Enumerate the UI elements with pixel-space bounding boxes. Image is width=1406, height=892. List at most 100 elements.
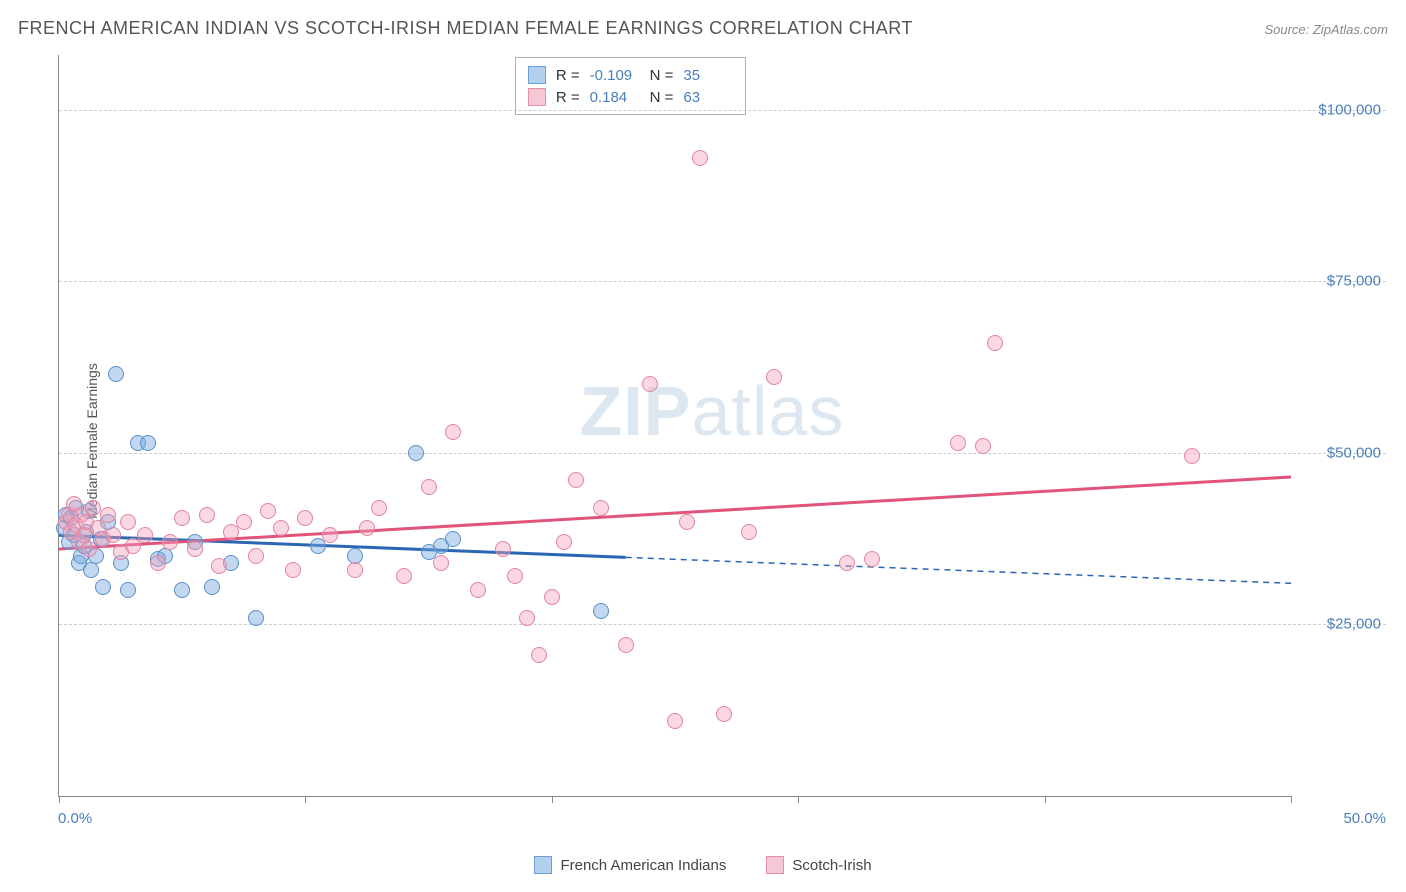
- data-point: [105, 527, 121, 543]
- data-point: [568, 472, 584, 488]
- data-point: [199, 507, 215, 523]
- data-point: [248, 610, 264, 626]
- data-point: [950, 435, 966, 451]
- data-point: [408, 445, 424, 461]
- data-point: [433, 555, 449, 571]
- data-point: [975, 438, 991, 454]
- data-point: [359, 520, 375, 536]
- data-point: [108, 366, 124, 382]
- y-tick-label: $75,000: [1296, 273, 1381, 290]
- data-point: [987, 335, 1003, 351]
- legend-label-2: Scotch-Irish: [792, 857, 871, 874]
- data-point: [716, 706, 732, 722]
- source-name: ZipAtlas.com: [1313, 22, 1388, 37]
- data-point: [120, 582, 136, 598]
- r-label: R =: [556, 67, 580, 84]
- trendline-dashed: [626, 557, 1291, 583]
- data-point: [864, 551, 880, 567]
- data-point: [204, 579, 220, 595]
- legend: French American Indians Scotch-Irish: [0, 856, 1406, 874]
- gridline-h: [59, 110, 1386, 111]
- legend-swatch-1: [534, 856, 552, 874]
- data-point: [273, 520, 289, 536]
- data-point: [556, 534, 572, 550]
- data-point: [236, 514, 252, 530]
- data-point: [260, 503, 276, 519]
- data-point: [285, 562, 301, 578]
- data-point: [445, 424, 461, 440]
- data-point: [322, 527, 338, 543]
- data-point: [83, 562, 99, 578]
- data-point: [421, 479, 437, 495]
- data-point: [692, 150, 708, 166]
- data-point: [470, 582, 486, 598]
- data-point: [174, 582, 190, 598]
- data-point: [396, 568, 412, 584]
- y-tick-label: $100,000: [1296, 101, 1381, 118]
- series-1-n-value: 35: [683, 67, 733, 84]
- watermark-bold: ZIP: [580, 372, 692, 450]
- data-point: [211, 558, 227, 574]
- plot-wrap: Median Female Earnings ZIPatlas R = -0.1…: [50, 55, 1386, 827]
- chart-header: FRENCH AMERICAN INDIAN VS SCOTCH-IRISH M…: [18, 18, 1388, 39]
- stats-row-series-2: R = 0.184 N = 63: [528, 86, 734, 108]
- data-point: [519, 610, 535, 626]
- data-point: [741, 524, 757, 540]
- n-label: N =: [650, 89, 674, 106]
- gridline-h: [59, 281, 1386, 282]
- y-tick-label: $50,000: [1296, 444, 1381, 461]
- data-point: [507, 568, 523, 584]
- data-point: [140, 435, 156, 451]
- data-point: [495, 541, 511, 557]
- data-point: [679, 514, 695, 530]
- data-point: [347, 562, 363, 578]
- data-point: [618, 637, 634, 653]
- data-point: [371, 500, 387, 516]
- data-point: [81, 541, 97, 557]
- legend-item-series-1: French American Indians: [534, 856, 726, 874]
- x-tick: [1291, 796, 1292, 803]
- x-axis-labels: 0.0% 50.0%: [58, 799, 1291, 827]
- watermark: ZIPatlas: [580, 371, 845, 451]
- data-point: [766, 369, 782, 385]
- source-prefix: Source:: [1264, 22, 1312, 37]
- data-point: [85, 500, 101, 516]
- plot-area: ZIPatlas R = -0.109 N = 35 R = 0.184 N =…: [58, 55, 1291, 797]
- data-point: [839, 555, 855, 571]
- series-1-r-value: -0.109: [590, 67, 640, 84]
- data-point: [593, 500, 609, 516]
- data-point: [1184, 448, 1200, 464]
- data-point: [642, 376, 658, 392]
- legend-swatch-2: [766, 856, 784, 874]
- n-label: N =: [650, 67, 674, 84]
- data-point: [174, 510, 190, 526]
- data-point: [531, 647, 547, 663]
- y-tick-label: $25,000: [1296, 616, 1381, 633]
- x-axis-min-label: 0.0%: [58, 810, 92, 827]
- data-point: [187, 541, 203, 557]
- data-point: [445, 531, 461, 547]
- data-point: [150, 555, 166, 571]
- data-point: [248, 548, 264, 564]
- legend-item-series-2: Scotch-Irish: [766, 856, 871, 874]
- chart-title: FRENCH AMERICAN INDIAN VS SCOTCH-IRISH M…: [18, 18, 913, 39]
- series-2-r-value: 0.184: [590, 89, 640, 106]
- data-point: [137, 527, 153, 543]
- data-point: [667, 713, 683, 729]
- data-point: [593, 603, 609, 619]
- r-label: R =: [556, 89, 580, 106]
- series-2-swatch: [528, 88, 546, 106]
- correlation-stats-box: R = -0.109 N = 35 R = 0.184 N = 63: [515, 57, 747, 115]
- data-point: [120, 514, 136, 530]
- source-attribution: Source: ZipAtlas.com: [1264, 22, 1388, 37]
- series-2-n-value: 63: [683, 89, 733, 106]
- series-1-swatch: [528, 66, 546, 84]
- data-point: [162, 534, 178, 550]
- stats-row-series-1: R = -0.109 N = 35: [528, 64, 734, 86]
- data-point: [100, 507, 116, 523]
- legend-label-1: French American Indians: [560, 857, 726, 874]
- data-point: [297, 510, 313, 526]
- trend-lines-svg: [59, 55, 1291, 796]
- data-point: [544, 589, 560, 605]
- data-point: [95, 579, 111, 595]
